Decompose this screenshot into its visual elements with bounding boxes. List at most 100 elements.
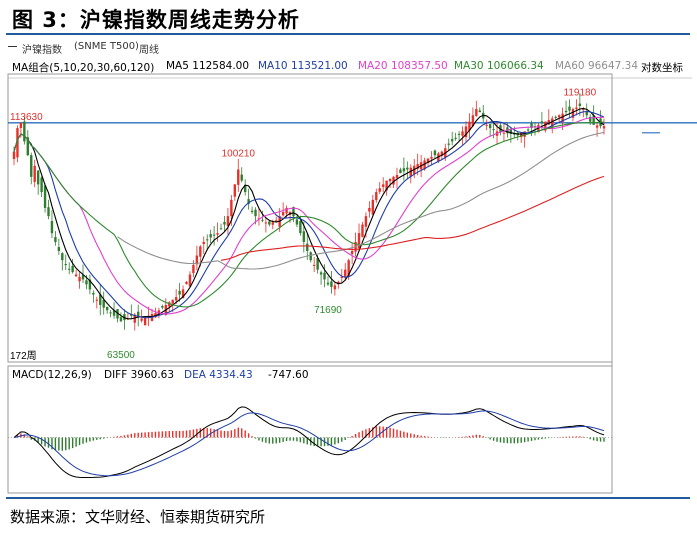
ma5-line bbox=[13, 107, 605, 320]
candle-body bbox=[133, 314, 136, 323]
candle-body bbox=[578, 103, 582, 106]
instrument-code: (SNME T500) bbox=[74, 41, 139, 52]
candle-body bbox=[433, 150, 437, 156]
candle-body bbox=[16, 128, 19, 158]
ma20-line bbox=[13, 116, 604, 315]
log-axis-toggle[interactable]: 对数坐标 bbox=[641, 62, 683, 74]
candle-body bbox=[212, 234, 216, 236]
candle-body bbox=[347, 260, 350, 276]
diff-legend: DIFF 3960.63 bbox=[104, 369, 175, 381]
candle-body bbox=[143, 317, 147, 326]
candle-body bbox=[26, 137, 30, 156]
candle-body bbox=[137, 311, 140, 317]
candle-body bbox=[585, 112, 588, 116]
candle-body bbox=[492, 129, 495, 131]
candle-body bbox=[57, 247, 61, 251]
candle-body bbox=[430, 156, 433, 159]
candle-body bbox=[99, 294, 102, 305]
candle-body bbox=[564, 110, 568, 113]
candle-body bbox=[237, 169, 240, 185]
candle-body bbox=[330, 281, 333, 287]
candle-body bbox=[519, 133, 523, 138]
low1-label: 63500 bbox=[107, 350, 135, 361]
candle-body bbox=[240, 174, 243, 181]
candle-body bbox=[388, 178, 392, 182]
candle-body bbox=[209, 234, 212, 238]
candle-body bbox=[357, 233, 361, 249]
candle-body bbox=[54, 237, 57, 242]
candle-body bbox=[171, 299, 174, 304]
menu-icon[interactable] bbox=[8, 41, 19, 52]
candle-body bbox=[102, 299, 105, 308]
candle-body bbox=[92, 292, 95, 295]
candle-body bbox=[226, 216, 230, 227]
candle-body bbox=[447, 143, 450, 145]
candle-body bbox=[243, 185, 247, 193]
candle-body bbox=[168, 302, 171, 307]
candle-body bbox=[406, 167, 409, 170]
candle-body bbox=[488, 124, 492, 129]
ma60-line bbox=[117, 131, 605, 270]
candle-body bbox=[299, 221, 302, 234]
candle-body bbox=[468, 121, 471, 131]
macd-value: -747.60 bbox=[268, 369, 309, 381]
candle-body bbox=[568, 106, 571, 111]
candle-body bbox=[461, 131, 464, 136]
candle-body bbox=[551, 118, 554, 128]
candle-body bbox=[109, 312, 112, 314]
ma20-legend: MA20 108357.50 bbox=[358, 60, 448, 72]
instrument-name[interactable]: 沪镍指数 bbox=[22, 45, 62, 56]
candle-body bbox=[285, 207, 288, 214]
candle-body bbox=[12, 151, 16, 160]
candle-body bbox=[333, 285, 337, 290]
hline-label: 113630 bbox=[10, 112, 43, 123]
candle-body bbox=[68, 268, 71, 270]
candle-body bbox=[592, 115, 595, 125]
candle-body bbox=[368, 207, 371, 212]
candle-body bbox=[485, 124, 488, 126]
candle-body bbox=[454, 137, 457, 139]
ma-group-label: MA组合(5,10,20,30,60,120) bbox=[12, 62, 155, 74]
candle-body bbox=[478, 110, 481, 113]
candle-body bbox=[264, 222, 268, 224]
candle-body bbox=[471, 115, 475, 127]
candle-body bbox=[292, 206, 295, 217]
candle-body bbox=[178, 290, 181, 295]
candle-body bbox=[326, 282, 330, 285]
candle-body bbox=[464, 126, 468, 138]
candle-body bbox=[275, 220, 278, 223]
candle-body bbox=[271, 222, 274, 225]
candle-body bbox=[81, 274, 85, 280]
candle-body bbox=[192, 264, 195, 274]
candle-body bbox=[247, 199, 250, 204]
price-panel bbox=[7, 73, 613, 363]
candle-body bbox=[475, 109, 478, 116]
candle-body bbox=[254, 209, 257, 217]
candle-body bbox=[402, 168, 406, 172]
dea-line bbox=[13, 410, 605, 477]
candle-body bbox=[544, 121, 547, 131]
candle-body bbox=[306, 243, 309, 251]
candle-body bbox=[340, 276, 343, 278]
candle-body bbox=[364, 216, 368, 227]
candle-body bbox=[281, 212, 285, 216]
candle-body bbox=[540, 121, 544, 124]
candle-body bbox=[206, 239, 209, 241]
candle-body bbox=[395, 174, 399, 178]
candle-body bbox=[161, 306, 164, 308]
candle-body bbox=[30, 155, 33, 177]
figure-title: 图 3：沪镍指数周线走势分析 bbox=[12, 8, 300, 32]
candle-body bbox=[174, 297, 178, 301]
candle-body bbox=[316, 258, 319, 270]
candle-body bbox=[223, 221, 226, 225]
candle-body bbox=[302, 231, 306, 242]
candle-body bbox=[575, 107, 578, 109]
chart-toolbar: 沪镍指数 (SNME T500) 周线 bbox=[8, 41, 688, 56]
candle-body bbox=[295, 219, 299, 225]
candle-body bbox=[344, 269, 347, 277]
candle-body bbox=[268, 221, 271, 225]
candle-body bbox=[230, 199, 233, 217]
ma10-line bbox=[13, 110, 605, 319]
period-label[interactable]: 周线 bbox=[139, 45, 159, 56]
